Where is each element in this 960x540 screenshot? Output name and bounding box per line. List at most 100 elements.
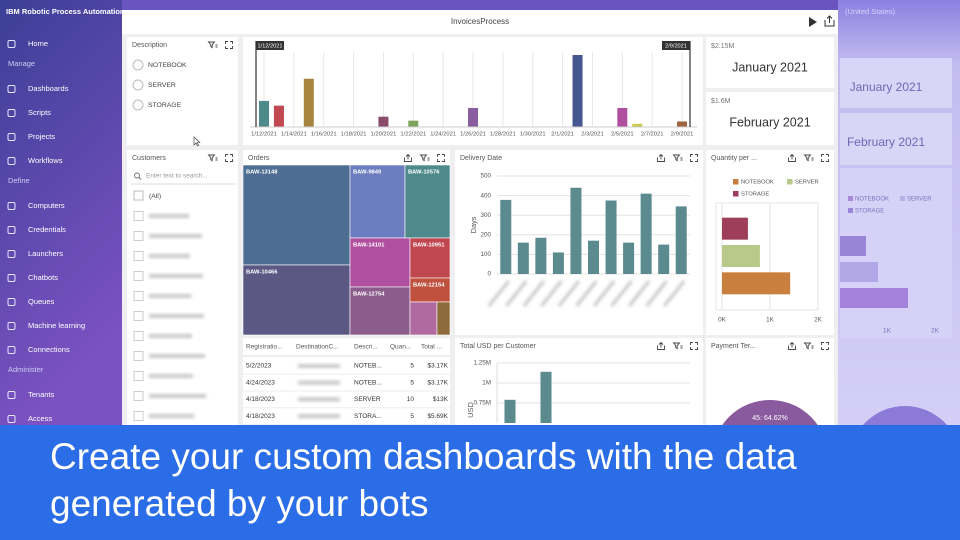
treemap-tile: [436, 301, 451, 336]
bar: [570, 187, 582, 274]
radio-label: STORAGE: [148, 102, 182, 109]
nav-item: Home: [28, 39, 48, 48]
checkbox: [133, 211, 144, 221]
export-button: [824, 15, 835, 27]
table-cell: NOTEB...: [354, 363, 382, 370]
legend-label: NOTEBOOK: [741, 180, 774, 186]
treemap-tile: [349, 164, 406, 239]
checkbox: [133, 331, 144, 341]
nav-item: Credentials: [28, 225, 66, 234]
bar: [500, 199, 512, 274]
nav-section: Define: [8, 176, 30, 185]
table-cell: 5: [410, 379, 414, 386]
range-label-box: [662, 41, 690, 50]
nav-icon: [7, 226, 16, 234]
x-tick-label: 1/12/2021: [251, 132, 277, 138]
treemap-tile: [349, 286, 411, 336]
legend-swatch: [733, 191, 739, 197]
nav-icon: [7, 109, 16, 117]
brand: IBM Robotic Process Automation: [6, 7, 125, 16]
radio-label: SERVER: [148, 82, 176, 89]
checkbox: [133, 411, 144, 421]
kpi-label: February 2021: [729, 115, 810, 129]
column-header: Registratio...: [246, 344, 283, 351]
panel-icon-max: [821, 342, 829, 350]
x-tick-label: 1/26/2021: [460, 132, 486, 138]
bar: [259, 100, 269, 127]
nav-item: Scripts: [28, 108, 51, 117]
y-axis-title: Days: [469, 216, 478, 233]
panel: [243, 338, 450, 425]
run-button: [809, 17, 817, 27]
bar: [378, 116, 389, 127]
bar: [468, 108, 479, 127]
tile-label: BAW-9849: [353, 170, 382, 176]
window-header: [122, 10, 838, 34]
nav-icon: [7, 157, 16, 165]
bar: [675, 206, 687, 274]
blurred-name: [149, 214, 189, 218]
blurred-name: [149, 354, 205, 358]
nav-icon: [7, 85, 16, 93]
treemap-tile: [409, 301, 438, 336]
bar: [722, 245, 760, 267]
blurred-x-label: [610, 280, 633, 307]
bar: [617, 108, 628, 127]
panel-icon-max: [821, 154, 829, 162]
range-label: 2/9/2021: [665, 43, 687, 49]
ghost-text: NOTEBOOK: [855, 197, 889, 203]
blurred-x-label: [487, 280, 510, 307]
bar: [722, 272, 791, 295]
x-tick-label: 1/18/2021: [341, 132, 367, 138]
panel-icon-max: [690, 154, 698, 162]
treemap-tile: [242, 164, 351, 266]
locale: (United States): [845, 7, 896, 16]
blurred-name: [149, 314, 204, 318]
nav-section: Administer: [8, 365, 44, 374]
kpi-card: [706, 92, 834, 145]
nav-item: Workflows: [28, 156, 63, 165]
nav-item: Machine learning: [28, 321, 85, 330]
blurred-cell: [298, 397, 340, 402]
bar: [517, 242, 529, 274]
nav-icon: [7, 274, 16, 282]
y-tick-label: 300: [480, 212, 491, 219]
sidebar: [0, 0, 122, 425]
checkbox: [133, 311, 144, 321]
legend-label: SERVER: [795, 180, 819, 186]
bar: [408, 120, 419, 127]
treemap-tile: [242, 264, 351, 336]
search-input: Enter text to search...: [146, 173, 208, 180]
x-tick-label: 2/3/2021: [581, 132, 604, 138]
checkbox: [133, 271, 144, 281]
blurred-x-label: [645, 280, 668, 307]
x-tick-label: 1/28/2021: [490, 132, 516, 138]
x-tick-label: 2K: [814, 317, 823, 324]
y-tick-label: 1M: [482, 380, 491, 387]
nav-item: Chatbots: [28, 273, 58, 282]
nav-icon: [7, 298, 16, 306]
table-cell: $5.69K: [427, 413, 448, 420]
panel-title: Total USD per Customer: [460, 343, 537, 350]
nav-icon: [7, 202, 16, 210]
nav-icon: [7, 40, 16, 48]
bar: [623, 242, 635, 274]
panel-icon-export: [657, 153, 665, 162]
panel-icon-export: [788, 153, 796, 162]
x-tick-label: 1/24/2021: [430, 132, 456, 138]
checkbox: [133, 251, 144, 261]
bar: [273, 105, 284, 127]
column-header: Total ...: [421, 344, 442, 351]
tile-label: BAW-10466: [246, 270, 278, 276]
blurred-x-label: [575, 280, 598, 307]
ghost-bar: [840, 262, 878, 282]
table-cell: 4/24/2023: [246, 379, 275, 386]
panel-title: Delivery Date: [460, 155, 502, 162]
blurred-cell: [298, 380, 340, 385]
blurred-cell: [298, 414, 340, 419]
kpi-label: January 2021: [732, 60, 808, 74]
ghost-text: 1K: [883, 328, 892, 335]
bar: [540, 371, 552, 423]
nav-item: Queues: [28, 297, 55, 306]
checkbox: [133, 371, 144, 381]
